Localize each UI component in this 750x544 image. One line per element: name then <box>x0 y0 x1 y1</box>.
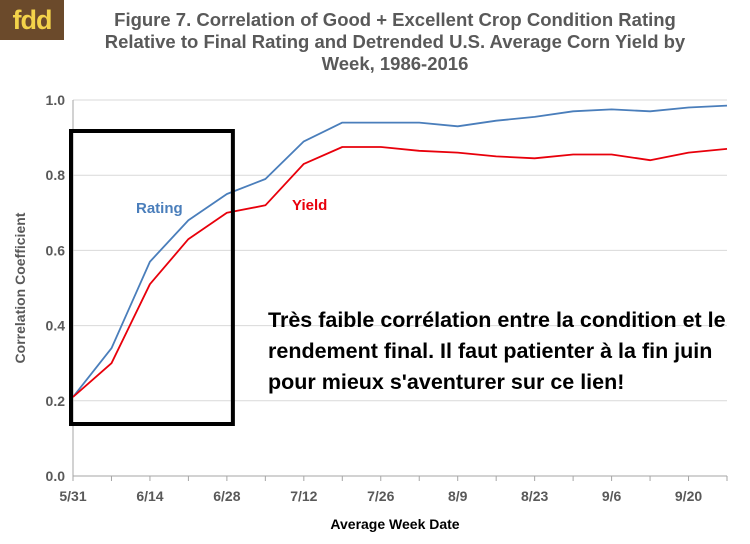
series-label-rating: Rating <box>136 200 183 217</box>
y-tick-label: 0.8 <box>46 167 66 183</box>
series-label-yield: Yield <box>292 197 327 214</box>
chart-title: Figure 7. Correlation of Good + Excellen… <box>104 9 686 74</box>
y-tick-label: 0.0 <box>46 468 66 484</box>
y-tick-label: 0.6 <box>46 242 66 258</box>
x-tick-label: 6/14 <box>136 488 163 504</box>
x-tick-label: 9/6 <box>602 488 622 504</box>
y-tick-label: 0.4 <box>46 318 66 334</box>
y-tick-label: 1.0 <box>46 92 66 108</box>
series-line-rating <box>72 104 728 398</box>
series-line-yield <box>72 146 728 398</box>
x-tick-label: 7/12 <box>290 488 317 504</box>
x-tick-label: 6/28 <box>213 488 240 504</box>
x-tick-label: 9/20 <box>675 488 702 504</box>
highlight-box <box>69 129 235 426</box>
x-tick-label: 8/23 <box>521 488 548 504</box>
x-tick-label: 7/26 <box>367 488 394 504</box>
annotation-text: Très faible corrélation entre la conditi… <box>268 308 726 394</box>
x-axis-title: Average Week Date <box>330 516 459 532</box>
x-tick-label: 5/31 <box>59 488 86 504</box>
y-tick-label: 0.2 <box>46 393 66 409</box>
fdd-logo: fdd <box>0 0 64 40</box>
x-tick-label: 8/9 <box>448 488 468 504</box>
y-axis-title: Correlation Coefficient <box>12 212 28 363</box>
